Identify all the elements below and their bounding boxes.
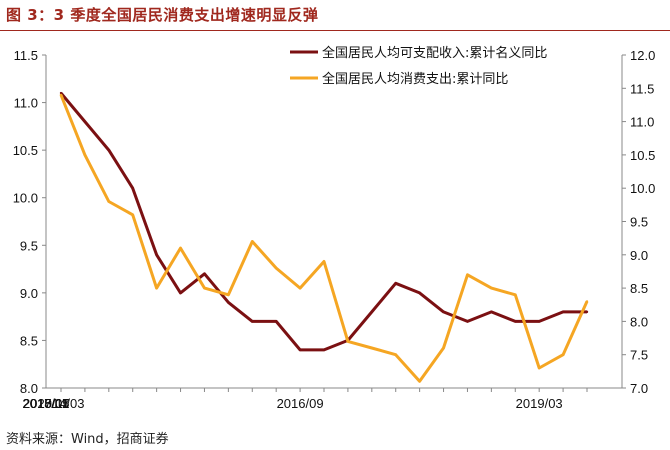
series-2-point [298,286,302,290]
series-2-point [394,353,397,356]
series-1-point [537,320,541,323]
right-tick-label: 11.5 [630,81,654,96]
series-2-point [131,213,134,217]
series-2-point [514,293,517,296]
series-2-point [561,353,565,356]
left-tick-label: 8.5 [20,333,38,348]
series-line-1 [59,92,587,352]
chart-axes: 8.0 8.5 9.0 9.5 10.0 10.5 11.0 11.5 7.0 7.5 8.0 8.5… [13,48,656,411]
line-chart: 8.0 8.5 9.0 9.5 10.0 10.5 11.0 11.5 7.0 7.5 8.0 8.5… [13,45,656,411]
series-2-point [466,273,469,276]
series-2-point [490,286,493,290]
x-tick-label: 2014/03 [38,396,85,411]
right-tick-label: 11.0 [630,115,654,130]
series-1-point [107,148,111,152]
right-tick-label: 8.0 [630,314,648,329]
series-2-point [274,266,278,270]
series-2-point [346,340,350,343]
series-1-point [370,310,374,314]
series-1-point [227,301,230,304]
series-line-2 [59,94,589,383]
series-1-point [274,320,278,323]
series-1-point [131,187,134,190]
legend-label-2: 全国居民人均消费支出:累计同比 [322,71,508,87]
series-2-point [83,153,87,157]
series-1-point [203,272,206,276]
series-2-point [537,366,541,370]
series-2-point [59,93,63,97]
series-2-point [442,346,445,350]
series-2-point [322,260,326,263]
title-divider [0,30,670,31]
series-1-point [418,291,421,295]
series-1-point [251,320,254,323]
series-1-point [179,291,182,295]
left-tick-label: 11.5 [14,48,38,63]
x-tick-label: 2017/07 [23,396,70,411]
series-1-point [322,348,326,352]
series-1-point [490,310,493,314]
x-tick-label: 2015/11 [23,396,69,411]
series-2-point [227,293,230,296]
series-2-point [251,240,254,243]
series-2-point [107,200,111,203]
left-tick-label: 9.5 [20,238,38,253]
left-tick-label: 8.0 [20,381,38,396]
x-tick-label: 2016/09 [277,396,324,411]
series-1-point [59,91,63,95]
series-2-point [585,300,589,303]
right-tick-label: 7.5 [630,348,648,363]
chart-series [59,91,589,383]
series-1-point [83,120,87,123]
left-tick-label: 9.0 [20,286,38,301]
series-2-point [370,346,374,350]
left-tick-label: 10.5 [13,143,38,158]
series-1-point [585,310,589,314]
series-1-point [514,320,517,323]
series-2-point [179,246,182,250]
right-tick-label: 8.5 [630,281,648,296]
legend-label-1: 全国居民人均可支配收入:累计名义同比 [322,45,547,61]
right-tick-label: 10.0 [630,181,655,196]
source-note: 资料来源：Wind，招商证券 [6,432,169,447]
right-tick-label: 9.0 [630,248,648,263]
series-2-point [155,286,158,290]
series-2-point [203,286,206,290]
series-1-point [394,282,397,285]
x-tick-label: 2019/03 [516,396,563,411]
series-1-point [466,320,469,323]
series-1-point [561,310,565,314]
series-2-point [418,380,421,383]
x-tick-label: 2015/01 [23,396,70,411]
x-tick-label: 2018/05 [23,396,70,411]
series-1-point [155,253,158,256]
right-tick-label: 12.0 [630,48,655,63]
right-tick-label: 9.5 [630,215,648,230]
right-tick-label: 10.5 [630,148,655,163]
right-tick-label: 7.0 [630,381,648,396]
left-tick-label: 11.0 [14,96,38,111]
series-1-point [298,348,302,352]
series-1-point [442,310,445,314]
figure-title: 图 3：3 季度全国居民消费支出增速明显反弹 [6,6,319,24]
left-tick-label: 10.0 [13,191,38,206]
